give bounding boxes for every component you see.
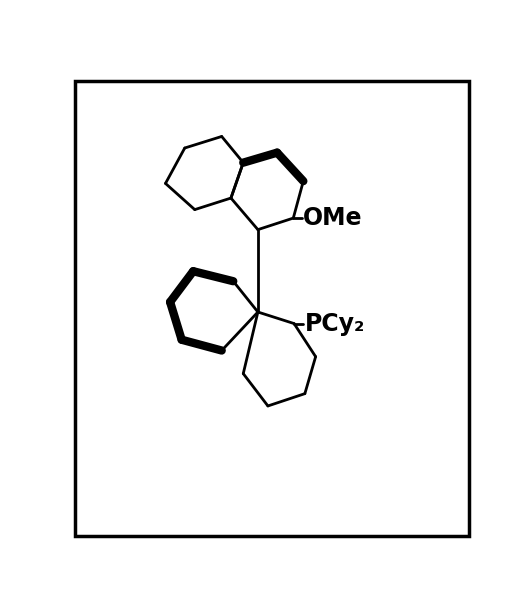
Text: PCy₂: PCy₂	[305, 312, 365, 335]
Text: OMe: OMe	[303, 206, 363, 230]
